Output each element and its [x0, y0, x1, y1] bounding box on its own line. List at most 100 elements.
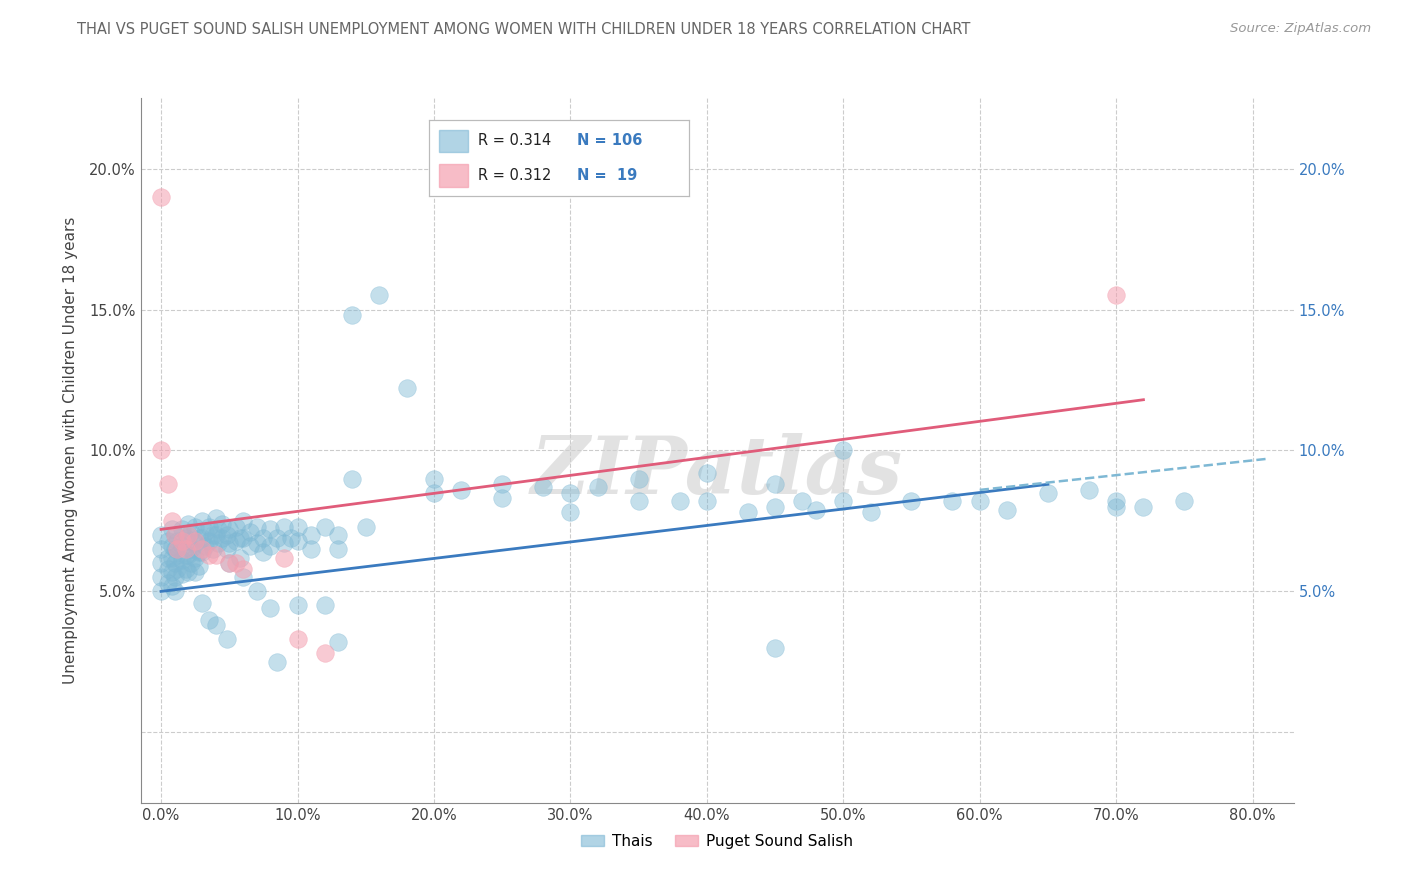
- Point: [163, 528, 186, 542]
- Point: [737, 506, 759, 520]
- Point: [191, 514, 214, 528]
- Point: [218, 556, 240, 570]
- Point: [259, 601, 281, 615]
- Point: [156, 550, 179, 565]
- Point: [174, 548, 197, 562]
- Point: [215, 528, 238, 542]
- Point: [211, 516, 233, 531]
- Point: [218, 556, 240, 570]
- Point: [273, 536, 295, 550]
- Point: [273, 550, 295, 565]
- Point: [191, 542, 214, 557]
- Point: [328, 635, 350, 649]
- Point: [170, 553, 193, 567]
- Point: [188, 559, 211, 574]
- Point: [177, 516, 200, 531]
- Point: [150, 542, 173, 557]
- Point: [160, 579, 183, 593]
- Point: [832, 494, 855, 508]
- Point: [763, 477, 786, 491]
- Point: [423, 485, 446, 500]
- Point: [166, 542, 188, 557]
- Point: [160, 550, 183, 565]
- Point: [763, 500, 786, 514]
- Point: [166, 562, 188, 576]
- Point: [941, 494, 963, 508]
- Point: [215, 542, 238, 557]
- Point: [150, 556, 173, 570]
- Text: ZIPatlas: ZIPatlas: [531, 433, 903, 510]
- Point: [188, 545, 211, 559]
- Point: [287, 519, 309, 533]
- Point: [170, 533, 193, 548]
- Point: [259, 539, 281, 553]
- Text: THAI VS PUGET SOUND SALISH UNEMPLOYMENT AMONG WOMEN WITH CHILDREN UNDER 18 YEARS: THAI VS PUGET SOUND SALISH UNEMPLOYMENT …: [77, 22, 970, 37]
- Point: [201, 528, 224, 542]
- Point: [1105, 288, 1128, 302]
- Point: [198, 519, 221, 533]
- Point: [225, 533, 247, 548]
- Point: [160, 514, 183, 528]
- Point: [180, 542, 202, 557]
- Legend: Thais, Puget Sound Salish: Thais, Puget Sound Salish: [575, 828, 859, 855]
- Point: [166, 533, 188, 548]
- Point: [204, 511, 226, 525]
- Point: [177, 533, 200, 548]
- Point: [252, 531, 274, 545]
- Point: [160, 565, 183, 579]
- Point: [287, 632, 309, 647]
- Point: [180, 525, 202, 540]
- Point: [191, 545, 214, 559]
- Point: [163, 528, 186, 542]
- Point: [340, 308, 363, 322]
- Point: [184, 536, 207, 550]
- Point: [1173, 494, 1195, 508]
- Point: [395, 381, 418, 395]
- Point: [156, 477, 179, 491]
- Point: [627, 472, 650, 486]
- Point: [314, 599, 336, 613]
- Point: [211, 531, 233, 545]
- Point: [273, 519, 295, 533]
- Point: [1105, 500, 1128, 514]
- Point: [229, 531, 252, 545]
- Point: [252, 545, 274, 559]
- Point: [166, 548, 188, 562]
- Point: [180, 556, 202, 570]
- Point: [239, 539, 262, 553]
- Point: [287, 599, 309, 613]
- Point: [207, 522, 229, 536]
- Point: [804, 502, 827, 516]
- Point: [204, 618, 226, 632]
- Point: [995, 502, 1018, 516]
- Text: N =  19: N = 19: [576, 169, 637, 183]
- Point: [184, 550, 207, 565]
- Point: [163, 556, 186, 570]
- Point: [174, 531, 197, 545]
- Point: [792, 494, 814, 508]
- Point: [280, 531, 302, 545]
- Point: [225, 519, 247, 533]
- Point: [859, 506, 882, 520]
- Point: [170, 539, 193, 553]
- Point: [340, 472, 363, 486]
- Bar: [439, 164, 468, 187]
- Point: [368, 288, 391, 302]
- Point: [245, 536, 267, 550]
- Point: [245, 584, 267, 599]
- Point: [160, 539, 183, 553]
- Point: [586, 480, 609, 494]
- Point: [150, 443, 173, 458]
- Point: [287, 533, 309, 548]
- Text: Source: ZipAtlas.com: Source: ZipAtlas.com: [1230, 22, 1371, 36]
- Point: [194, 539, 217, 553]
- Point: [423, 472, 446, 486]
- Point: [198, 548, 221, 562]
- Point: [259, 522, 281, 536]
- Point: [354, 519, 377, 533]
- Point: [1036, 485, 1059, 500]
- Point: [560, 485, 582, 500]
- Point: [668, 494, 690, 508]
- Point: [1132, 500, 1154, 514]
- Point: [229, 550, 252, 565]
